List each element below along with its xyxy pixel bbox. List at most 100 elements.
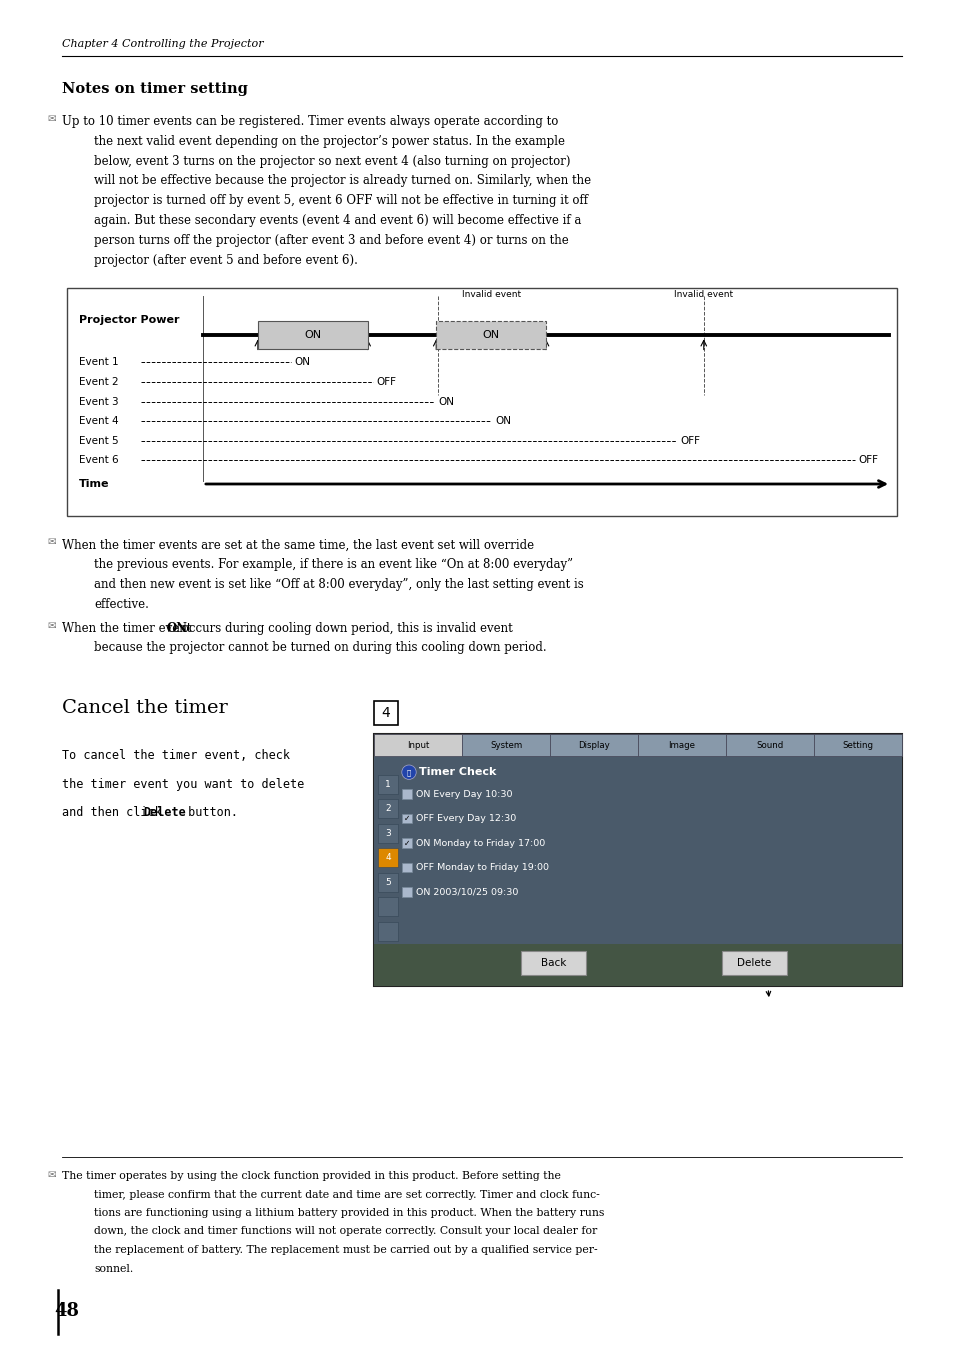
Text: System: System [489,741,521,750]
Text: down, the clock and timer functions will not operate correctly. Consult your loc: down, the clock and timer functions will… [94,1226,597,1237]
Text: Setting: Setting [841,741,873,750]
Text: OFF: OFF [679,435,700,446]
Text: 3: 3 [385,829,391,838]
Bar [377,849,397,867]
Bar [638,734,725,756]
Text: Event 5: Event 5 [79,435,118,446]
Text: ON 2003/10/25 09:30: ON 2003/10/25 09:30 [416,888,517,896]
Text: Delete: Delete [737,959,770,968]
Text: 1: 1 [385,780,391,788]
Text: because the projector cannot be turned on during this cooling down period.: because the projector cannot be turned o… [94,641,546,654]
Bar [377,799,397,818]
Bar [257,322,367,349]
Text: Event 2: Event 2 [79,377,118,387]
Text: Display: Display [578,741,609,750]
Text: tions are functioning using a lithium battery provided in this product. When the: tions are functioning using a lithium ba… [94,1207,604,1218]
Bar [401,887,411,896]
Bar [374,756,901,986]
Bar [401,814,411,823]
Text: and then click: and then click [62,806,169,819]
Bar [550,734,638,756]
Text: Event 3: Event 3 [79,396,118,407]
Text: ON: ON [304,330,321,341]
Text: the timer event you want to delete: the timer event you want to delete [62,777,304,791]
Text: ON: ON [294,357,311,368]
Text: Invalid event: Invalid event [461,291,520,299]
Bar [374,702,397,725]
Bar [401,838,411,848]
Text: Event 4: Event 4 [79,416,118,426]
Text: ✉: ✉ [47,1169,55,1180]
Text: Event 6: Event 6 [79,456,118,465]
Bar [461,734,550,756]
Text: When the timer event: When the timer event [62,622,195,634]
Text: will not be effective because the projector is already turned on. Similarly, whe: will not be effective because the projec… [94,174,591,188]
Text: Sound: Sound [756,741,782,750]
Bar [67,288,896,516]
Text: button.: button. [180,806,237,819]
Text: sonnel.: sonnel. [94,1264,133,1274]
Text: ✉: ✉ [47,114,55,124]
Text: ON Every Day 10:30: ON Every Day 10:30 [416,790,512,799]
Text: the next valid event depending on the projector’s power status. In the example: the next valid event depending on the pr… [94,135,564,147]
Text: ✓: ✓ [403,838,410,848]
Text: occurs during cooling down period, this is invalid event: occurs during cooling down period, this … [177,622,512,634]
Text: 4: 4 [381,706,390,721]
Text: OFF Every Day 12:30: OFF Every Day 12:30 [416,814,516,823]
Text: ON: ON [437,396,454,407]
Circle shape [401,765,416,779]
Text: ON: ON [167,622,188,634]
Text: Cancel the timer: Cancel the timer [62,699,228,717]
Text: effective.: effective. [94,598,149,611]
Text: and then new event is set like “Off at 8:00 everyday”, only the last setting eve: and then new event is set like “Off at 8… [94,579,583,591]
Text: timer, please confirm that the current date and time are set correctly. Timer an: timer, please confirm that the current d… [94,1190,599,1199]
Text: projector (after event 5 and before event 6).: projector (after event 5 and before even… [94,254,357,266]
Text: Chapter 4 Controlling the Projector: Chapter 4 Controlling the Projector [62,39,263,49]
Text: ⧖: ⧖ [406,769,411,776]
Bar [401,790,411,799]
Bar [377,922,397,941]
Bar [374,734,901,986]
Bar [813,734,901,756]
Text: OFF: OFF [376,377,396,387]
Bar [374,944,901,986]
Text: projector is turned off by event 5, event 6 OFF will not be effective in turning: projector is turned off by event 5, even… [94,195,587,207]
Text: Back: Back [540,959,566,968]
Text: Event 1: Event 1 [79,357,118,368]
Text: Notes on timer setting: Notes on timer setting [62,82,248,96]
Bar [374,734,461,756]
Text: Projector Power: Projector Power [79,315,179,326]
Text: ✓: ✓ [403,814,410,823]
Text: ON: ON [495,416,511,426]
Text: Delete: Delete [144,806,186,819]
Text: The timer operates by using the clock function provided in this product. Before : The timer operates by using the clock fu… [62,1171,560,1182]
Text: Invalid event: Invalid event [674,291,733,299]
Text: the previous events. For example, if there is an event like “On at 8:00 everyday: the previous events. For example, if the… [94,558,573,571]
Text: When the timer events are set at the same time, the last event set will override: When the timer events are set at the sam… [62,538,534,552]
Text: ON: ON [482,330,499,341]
Text: 2: 2 [385,804,391,813]
Text: Up to 10 timer events can be registered. Timer events always operate according t: Up to 10 timer events can be registered.… [62,115,558,128]
Bar [720,950,786,975]
Text: below, event 3 turns on the projector so next event 4 (also turning on projector: below, event 3 turns on the projector so… [94,154,570,168]
Text: Image: Image [668,741,695,750]
Text: 48: 48 [54,1302,79,1320]
Bar [401,863,411,872]
Text: 5: 5 [385,877,391,887]
Text: ON Monday to Friday 17:00: ON Monday to Friday 17:00 [416,838,544,848]
Text: ✉: ✉ [47,621,55,630]
Text: Time: Time [79,479,110,489]
Bar [377,898,397,917]
Bar [377,873,397,891]
Bar [725,734,813,756]
Text: Input: Input [406,741,429,750]
Text: 4: 4 [385,853,391,863]
Text: OFF: OFF [858,456,878,465]
Bar [520,950,585,975]
Text: To cancel the timer event, check: To cancel the timer event, check [62,749,290,763]
Bar [377,823,397,842]
Text: Timer Check: Timer Check [418,767,496,777]
Bar [436,322,545,349]
Text: person turns off the projector (after event 3 and before event 4) or turns on th: person turns off the projector (after ev… [94,234,568,247]
Text: OFF Monday to Friday 19:00: OFF Monday to Friday 19:00 [416,863,548,872]
